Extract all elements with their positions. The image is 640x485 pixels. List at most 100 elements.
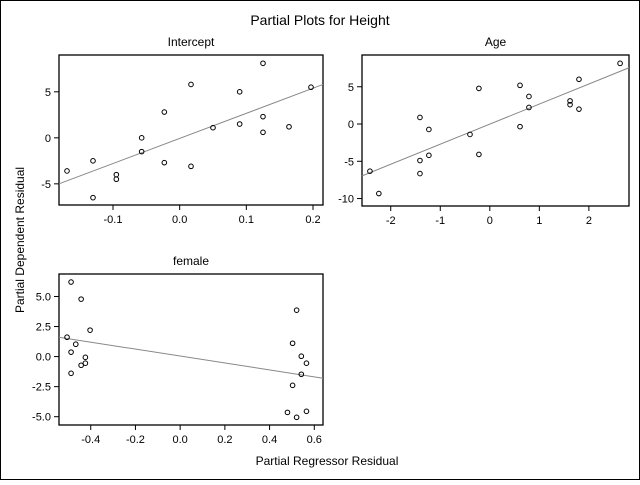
x-tick-label: 0.0 bbox=[173, 434, 188, 446]
data-point bbox=[526, 93, 532, 100]
data-point bbox=[72, 341, 79, 348]
data-point bbox=[64, 168, 70, 174]
y-tick-label: -2.5 bbox=[32, 382, 51, 394]
y-tick-label: 0.0 bbox=[36, 352, 51, 364]
data-point bbox=[476, 151, 482, 158]
data-point bbox=[303, 408, 310, 415]
data-point bbox=[576, 106, 582, 112]
x-axis-label: Partial Regressor Residual bbox=[256, 454, 399, 468]
fit-line bbox=[58, 336, 324, 379]
data-point bbox=[260, 113, 266, 120]
y-tick-label: 2.5 bbox=[36, 322, 51, 334]
data-point bbox=[526, 104, 532, 111]
panel-title: female bbox=[173, 254, 209, 268]
data-point bbox=[286, 123, 292, 130]
data-point bbox=[417, 157, 423, 164]
data-point bbox=[68, 279, 74, 285]
x-tick-label: 0.0 bbox=[172, 214, 187, 226]
x-tick-label: 0.6 bbox=[307, 434, 322, 446]
data-point bbox=[90, 158, 96, 164]
x-tick-label: 0.4 bbox=[262, 434, 277, 446]
panel-intercept: Intercept -0.1 0.0 0.1 0.2 -5 0 5 bbox=[41, 35, 324, 226]
data-point bbox=[576, 76, 582, 83]
data-point bbox=[87, 327, 93, 333]
fit-line bbox=[58, 83, 324, 185]
data-point bbox=[567, 98, 573, 104]
y-tick-label: 0 bbox=[45, 133, 51, 145]
y-axis-label: Partial Dependent Residual bbox=[13, 167, 27, 313]
data-point bbox=[298, 353, 305, 360]
data-point bbox=[138, 148, 145, 155]
y-tick-label: 0 bbox=[348, 119, 354, 131]
x-tick-label: -2 bbox=[386, 215, 396, 227]
data-point bbox=[417, 114, 423, 121]
x-tick-label: 0.2 bbox=[305, 214, 320, 226]
data-point bbox=[426, 126, 432, 133]
data-point bbox=[426, 152, 432, 159]
y-tick-label: -5 bbox=[344, 156, 354, 168]
data-point bbox=[78, 296, 84, 302]
data-point bbox=[138, 135, 145, 141]
data-point bbox=[308, 84, 314, 91]
data-point bbox=[517, 123, 523, 130]
data-point bbox=[517, 82, 523, 89]
data-point bbox=[289, 340, 296, 347]
y-tick-label: -5 bbox=[41, 179, 51, 191]
data-point bbox=[161, 159, 168, 166]
data-point bbox=[68, 370, 74, 377]
x-tick-label: 1 bbox=[536, 215, 542, 227]
y-tick-label: 5 bbox=[45, 87, 51, 99]
data-point bbox=[161, 109, 168, 115]
plot-frame bbox=[58, 54, 324, 206]
x-tick-label: -0.4 bbox=[81, 434, 100, 446]
fit-line bbox=[361, 67, 630, 177]
x-tick-label: 0 bbox=[487, 215, 493, 227]
x-tick-label: -0.2 bbox=[126, 434, 145, 446]
data-point bbox=[236, 121, 243, 127]
data-point bbox=[82, 354, 89, 361]
data-point bbox=[113, 176, 120, 183]
data-point bbox=[260, 60, 266, 67]
data-point bbox=[367, 168, 373, 174]
data-point bbox=[298, 371, 305, 378]
data-point bbox=[82, 360, 89, 367]
x-tick-label: 2 bbox=[586, 215, 592, 227]
panel-age: Age-2 -1 0 1 2-10-505 bbox=[338, 35, 630, 227]
y-tick-label: -10 bbox=[338, 194, 354, 206]
figure-title: Partial Plots for Height bbox=[250, 12, 389, 28]
y-tick-label: 5.0 bbox=[36, 291, 51, 303]
data-point bbox=[236, 89, 243, 95]
data-point bbox=[64, 334, 70, 341]
y-tick-label: 5 bbox=[348, 82, 354, 94]
plot-frame bbox=[58, 273, 324, 426]
data-point bbox=[376, 190, 382, 197]
x-tick-label: -0.1 bbox=[104, 214, 123, 226]
x-tick-label: -1 bbox=[435, 215, 445, 227]
plot-frame bbox=[361, 54, 630, 207]
panel-title: Intercept bbox=[168, 35, 215, 49]
data-point bbox=[78, 362, 84, 369]
data-point bbox=[476, 85, 482, 92]
data-point bbox=[467, 131, 473, 138]
y-tick-label: -5.0 bbox=[32, 412, 51, 424]
data-point bbox=[188, 81, 194, 88]
data-point bbox=[90, 194, 96, 201]
panel-female: female -0.4 -0.2 0.0 0.2 0.4 0.6 -5.0 -2.5 0.0 2.5… bbox=[32, 254, 324, 446]
x-tick-label: 0.1 bbox=[239, 214, 254, 226]
data-point bbox=[303, 360, 310, 367]
data-point bbox=[284, 409, 291, 416]
data-point bbox=[68, 349, 74, 355]
data-point bbox=[188, 163, 194, 170]
data-point bbox=[417, 170, 423, 177]
data-point bbox=[210, 124, 216, 131]
data-point bbox=[617, 60, 623, 67]
data-point bbox=[260, 129, 266, 136]
data-point bbox=[293, 307, 300, 313]
data-point bbox=[293, 414, 300, 421]
panel-title: Age bbox=[485, 35, 507, 49]
data-point bbox=[289, 382, 296, 389]
x-tick-label: 0.2 bbox=[217, 434, 232, 446]
data-point bbox=[567, 101, 573, 108]
